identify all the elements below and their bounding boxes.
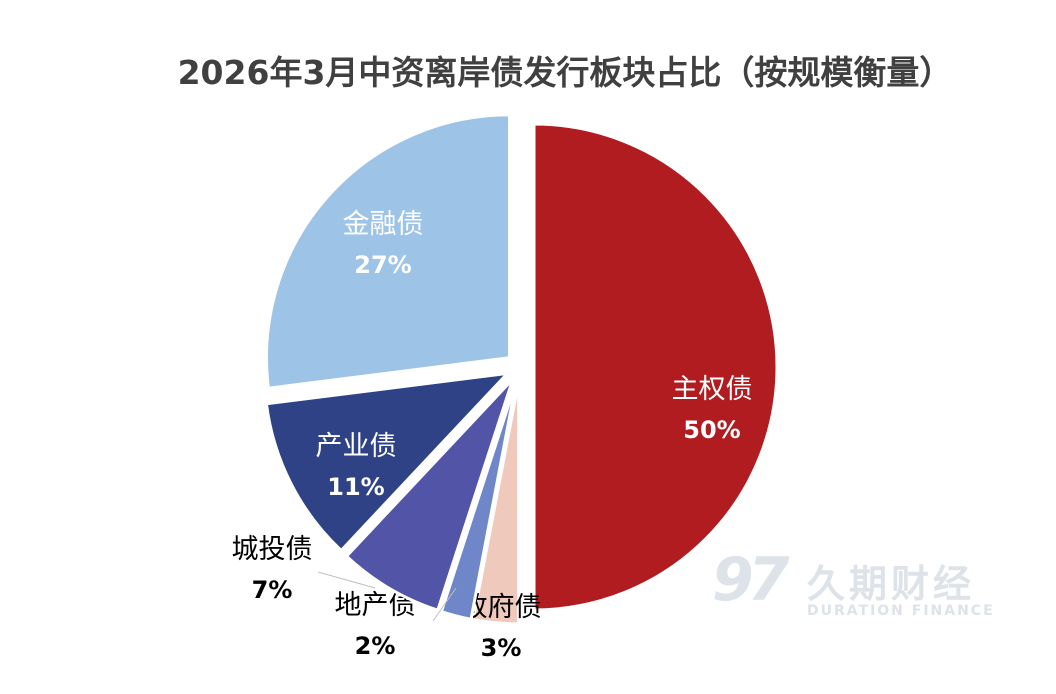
slice-label-percent: 50%: [683, 416, 740, 444]
pie-slice: [471, 380, 521, 626]
leader-line: [432, 587, 457, 622]
slice-label-name: 金融债: [343, 209, 424, 240]
leader-line: [317, 571, 376, 589]
pie-slice: [344, 378, 515, 613]
watermark-name: 久期财经: [807, 562, 976, 606]
watermark-subtitle: DURATION FINANCE: [807, 603, 995, 619]
pie-slice: [264, 371, 512, 553]
slice-label-percent: 11%: [327, 473, 384, 501]
slice-label-percent: 27%: [354, 251, 411, 279]
pie-slice: [265, 113, 511, 390]
pie-slice: [532, 122, 779, 612]
slice-label-percent: 7%: [252, 576, 293, 604]
pie-slice: [439, 380, 518, 622]
slice-label-name: 城投债: [232, 534, 313, 565]
watermark: 97 久期财经 DURATION FINANCE: [712, 545, 1012, 625]
slice-label-name: 产业债: [316, 431, 397, 462]
slice-label-percent: 2%: [355, 632, 396, 660]
slice-label-name: 主权债: [672, 374, 753, 405]
watermark-logo: 97: [712, 545, 789, 615]
slice-label-percent: 3%: [481, 634, 522, 662]
chart-title: 2026年3月中资离岸债发行板块占比（按规模衡量）: [177, 53, 953, 92]
